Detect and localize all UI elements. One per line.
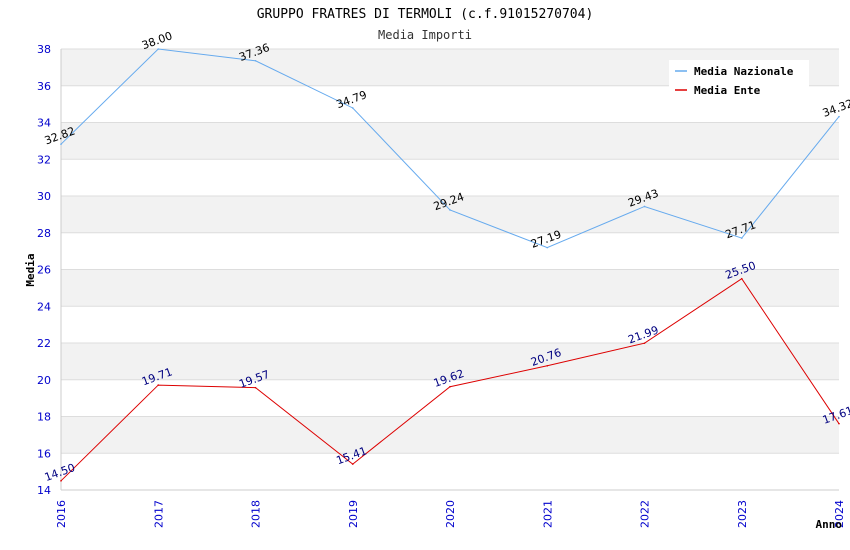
- data-point: [254, 59, 257, 62]
- y-tick-label: 22: [37, 337, 51, 350]
- data-point: [157, 384, 160, 386]
- data-point: [546, 364, 549, 367]
- x-tick-label: 2018: [250, 500, 263, 528]
- y-tick-label: 26: [37, 264, 51, 277]
- data-point: [60, 143, 62, 145]
- data-point: [449, 209, 451, 211]
- y-tick-label: 14: [37, 484, 51, 497]
- x-tick-label: 2024: [833, 500, 846, 528]
- y-tick-label: 30: [37, 190, 51, 203]
- x-axis-ticks: 2016 2017 2018 2019 2020 2021 2022 2023 2024: [55, 500, 846, 528]
- data-point: [643, 342, 646, 344]
- y-axis-ticks: 14 16 18 20 22 24 26 28 30 32 34 36 38: [37, 43, 51, 497]
- legend-box: [669, 60, 809, 100]
- data-point: [351, 463, 354, 465]
- y-tick-label: 18: [37, 411, 51, 424]
- grid-band: [61, 196, 839, 233]
- x-tick-label: 2016: [55, 500, 68, 528]
- y-tick-label: 24: [37, 300, 51, 313]
- grid-band: [61, 122, 839, 160]
- data-point: [254, 386, 257, 389]
- y-tick-label: 34: [37, 117, 51, 130]
- grid-band: [61, 269, 839, 307]
- data-point: [546, 246, 549, 249]
- series-layer: 32.8238.0037.3634.7929.2427.1929.4327.71…: [43, 29, 850, 484]
- data-point: [157, 48, 160, 50]
- x-tick-label: 2017: [152, 500, 165, 528]
- data-point: [351, 107, 354, 109]
- data-point: [60, 480, 62, 482]
- data-point: [740, 237, 743, 239]
- y-tick-label: 28: [37, 227, 51, 240]
- data-point: [838, 422, 840, 425]
- x-axis-label: Anno: [816, 518, 843, 531]
- legend-label: Media Nazionale: [694, 65, 794, 78]
- data-point: [740, 277, 743, 280]
- data-point: [838, 115, 840, 118]
- chart-title: GRUPPO FRATRES DI TERMOLI (c.f.910152707…: [257, 7, 594, 22]
- y-tick-label: 16: [37, 447, 51, 460]
- x-tick-label: 2022: [639, 500, 652, 528]
- grid-band: [61, 343, 839, 380]
- x-tick-label: 2020: [444, 500, 457, 528]
- y-tick-label: 38: [37, 43, 51, 56]
- grid-band: [61, 416, 839, 454]
- y-tick-label: 32: [37, 153, 51, 166]
- chart-subtitle: Media Importi: [378, 28, 472, 42]
- x-tick-label: 2021: [541, 500, 554, 528]
- data-point: [643, 205, 646, 208]
- plot-background: [60, 48, 839, 491]
- y-tick-label: 36: [37, 80, 51, 93]
- x-tick-label: 2019: [347, 500, 360, 528]
- data-point: [449, 385, 451, 388]
- legend: Media Nazionale Media Ente: [669, 60, 809, 100]
- y-axis-label: Media: [24, 253, 37, 286]
- legend-label: Media Ente: [694, 84, 761, 97]
- y-tick-label: 20: [37, 374, 51, 387]
- x-tick-label: 2023: [736, 500, 749, 528]
